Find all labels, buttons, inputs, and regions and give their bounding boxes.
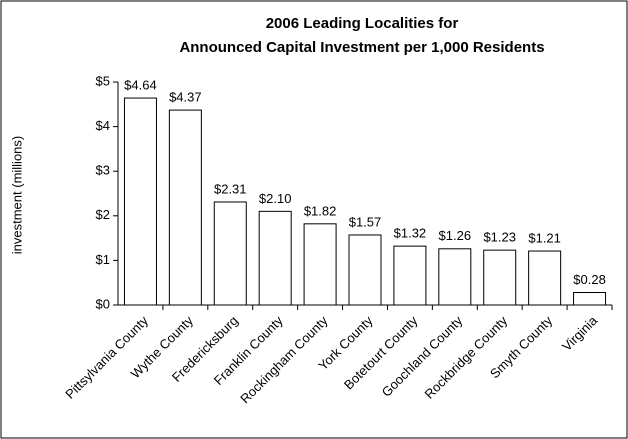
bar <box>213 201 247 306</box>
bar <box>438 248 472 306</box>
value-label: $1.26 <box>439 228 472 243</box>
value-label: $4.64 <box>124 77 157 92</box>
bar <box>573 292 607 306</box>
y-tick-label: $5 <box>96 73 110 88</box>
bar <box>258 210 292 306</box>
value-label: $1.21 <box>528 230 561 245</box>
value-label: $1.23 <box>483 230 516 245</box>
bar <box>168 109 202 306</box>
y-tick-label: $3 <box>96 163 110 178</box>
bar <box>123 97 157 306</box>
bar <box>303 223 337 306</box>
y-tick-label: $1 <box>96 252 110 267</box>
value-label: $2.10 <box>259 191 292 206</box>
y-tick-label: $0 <box>96 296 110 311</box>
y-tick-label: $2 <box>96 207 110 222</box>
value-label: $2.31 <box>214 181 247 196</box>
chart-title: Announced Capital Investment per 1,000 R… <box>179 39 544 56</box>
bar <box>483 249 517 306</box>
bar <box>393 245 427 306</box>
chart-title: 2006 Leading Localities for <box>266 15 459 32</box>
value-label: $1.57 <box>349 214 382 229</box>
y-axis-label: investment (millions) <box>9 136 24 254</box>
value-label: $4.37 <box>169 90 202 105</box>
y-tick-label: $4 <box>96 118 110 133</box>
bar <box>348 234 382 306</box>
value-label: $0.28 <box>573 272 606 287</box>
value-label: $1.32 <box>394 226 427 241</box>
value-label: $1.82 <box>304 203 337 218</box>
bar <box>528 250 562 306</box>
